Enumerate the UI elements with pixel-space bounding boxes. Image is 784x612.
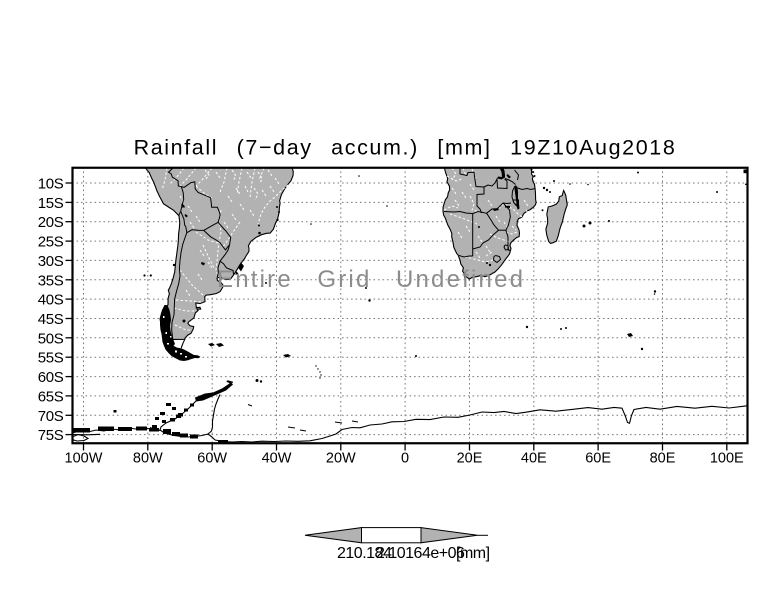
svg-text:55S: 55S (38, 350, 64, 367)
svg-text:40S: 40S (38, 292, 64, 309)
svg-text:0: 0 (401, 451, 409, 467)
svg-text:45S: 45S (38, 311, 64, 328)
svg-text:50S: 50S (38, 330, 64, 347)
svg-text:Entire Grid Undefined: Entire Grid Undefined (217, 266, 525, 293)
svg-text:65S: 65S (38, 388, 64, 405)
svg-text:35S: 35S (38, 272, 64, 289)
svg-text:60W: 60W (197, 451, 227, 467)
svg-text:40E: 40E (521, 451, 547, 467)
svg-text:15S: 15S (38, 195, 64, 212)
svg-text:40W: 40W (262, 451, 292, 467)
svg-text:210.184: 210.184 (337, 545, 392, 562)
svg-text:70S: 70S (38, 408, 64, 425)
svg-text:60S: 60S (38, 369, 64, 386)
svg-text:Rainfall (7−day accum.) [mm] 1: Rainfall (7−day accum.) [mm] 19Z10Aug201… (134, 136, 677, 160)
svg-text:20S: 20S (38, 214, 64, 231)
svg-text:30S: 30S (38, 253, 64, 270)
svg-text:10S: 10S (38, 176, 64, 193)
svg-text:20E: 20E (457, 451, 483, 467)
svg-text:75S: 75S (38, 427, 64, 444)
svg-text:25S: 25S (38, 234, 64, 251)
svg-text:80W: 80W (133, 451, 163, 467)
svg-text:80E: 80E (650, 451, 676, 467)
svg-text:60E: 60E (585, 451, 611, 467)
svg-text:100E: 100E (710, 451, 744, 467)
svg-text:100W: 100W (65, 451, 103, 467)
svg-text:[mm]: [mm] (456, 545, 490, 562)
svg-text:2.10164e+06: 2.10164e+06 (376, 545, 465, 562)
svg-text:20W: 20W (326, 451, 356, 467)
